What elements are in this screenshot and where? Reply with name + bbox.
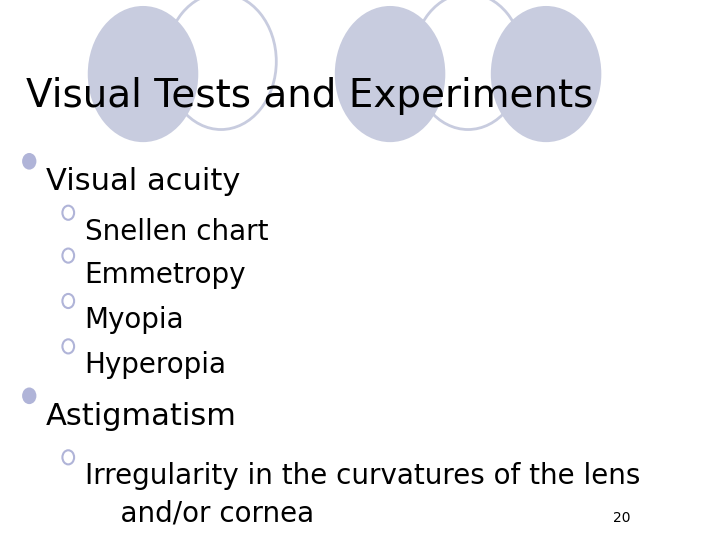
Text: Irregularity in the curvatures of the lens
    and/or cornea: Irregularity in the curvatures of the le… [84,462,640,527]
Ellipse shape [22,153,37,170]
Text: Visual acuity: Visual acuity [45,167,240,197]
Text: Hyperopia: Hyperopia [84,352,227,380]
Text: Visual Tests and Experiments: Visual Tests and Experiments [26,77,593,114]
Ellipse shape [335,6,445,142]
Text: Emmetropy: Emmetropy [84,261,246,289]
Text: Snellen chart: Snellen chart [84,218,268,246]
Ellipse shape [491,6,601,142]
Text: Astigmatism: Astigmatism [45,402,236,431]
Text: Myopia: Myopia [84,306,184,334]
Ellipse shape [88,6,198,142]
Ellipse shape [22,388,37,404]
Text: 20: 20 [613,511,631,525]
